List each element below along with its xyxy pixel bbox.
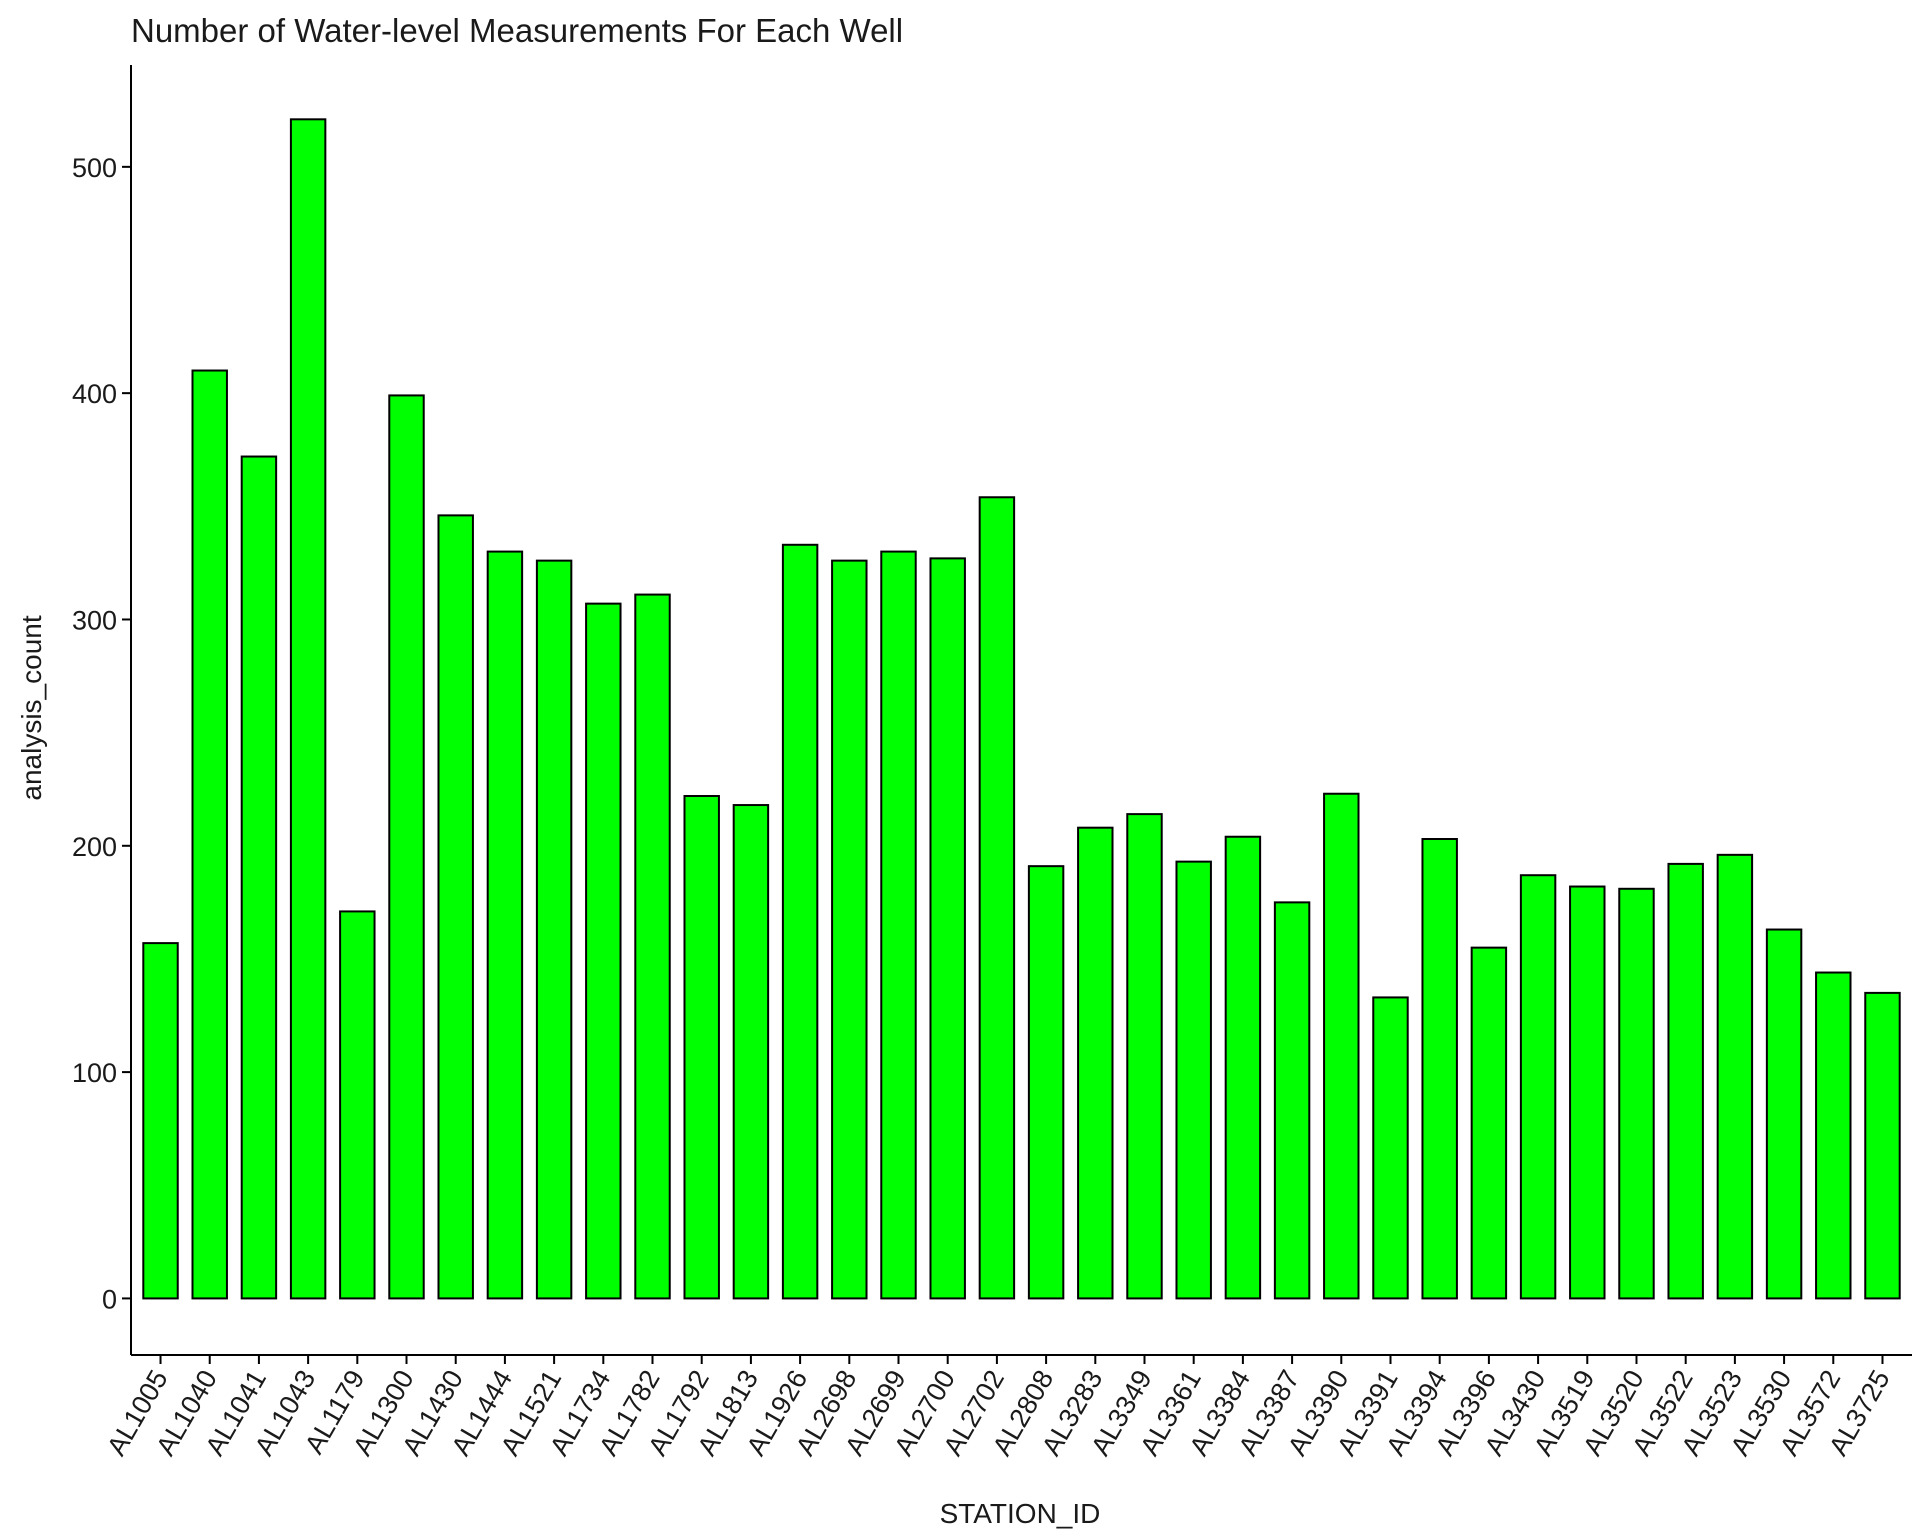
- bars-group: [142, 118, 1901, 1300]
- bar-al1444: [486, 550, 524, 1300]
- bar-al3396: [1470, 946, 1508, 1300]
- bar-al3725: [1864, 991, 1901, 1300]
- bar-al3384: [1224, 835, 1262, 1300]
- bar-al2699: [880, 550, 917, 1300]
- bar-al1782: [634, 593, 671, 1300]
- bar-al3519: [1569, 885, 1606, 1300]
- bar-al1521: [535, 559, 573, 1300]
- bar-al1005: [142, 942, 179, 1300]
- bar-al3391: [1372, 996, 1409, 1300]
- bar-al3387: [1273, 901, 1311, 1300]
- bar-al1300: [388, 394, 425, 1300]
- bar-al1734: [585, 602, 622, 1300]
- bar-al1041: [240, 455, 278, 1300]
- y-tick-label: 400: [72, 379, 117, 409]
- bar-al3349: [1126, 813, 1163, 1300]
- bar-al2700: [929, 557, 966, 1300]
- y-axis-label: analysis_count: [16, 615, 47, 800]
- bar-al3520: [1618, 887, 1655, 1300]
- bar-al2698: [831, 559, 868, 1300]
- y-tick-label: 0: [102, 1284, 117, 1314]
- bar-al3572: [1815, 971, 1852, 1300]
- bar-al2808: [1027, 865, 1065, 1300]
- bar-al3361: [1175, 860, 1212, 1300]
- bar-al1040: [191, 369, 228, 1300]
- x-axis-label: STATION_ID: [940, 1498, 1101, 1529]
- y-axis: 0 100 200 300 400 500: [72, 65, 132, 1355]
- y-tick-label: 100: [72, 1058, 117, 1088]
- bar-al3522: [1667, 862, 1704, 1300]
- bar-al1430: [437, 514, 474, 1300]
- bar-al1813: [732, 804, 770, 1300]
- x-axis: AL1005AL1040AL1041AL1043AL1179AL1300AL14…: [101, 1354, 1912, 1461]
- y-tick-label: 200: [72, 832, 117, 862]
- bar-al1926: [781, 543, 819, 1300]
- y-tick-label: 500: [72, 153, 117, 183]
- bar-al1179: [339, 910, 376, 1300]
- bar-al3530: [1765, 928, 1803, 1300]
- bar-al3390: [1323, 792, 1360, 1300]
- bar-al2702: [978, 496, 1016, 1300]
- bar-al3283: [1077, 826, 1114, 1300]
- bar-al3523: [1716, 853, 1754, 1300]
- y-tick-label: 300: [72, 605, 117, 635]
- bar-al3394: [1421, 838, 1458, 1300]
- bar-al3430: [1519, 874, 1557, 1300]
- bar-al1043: [289, 118, 327, 1300]
- chart-title: Number of Water-level Measurements For E…: [131, 12, 903, 49]
- bar-al1792: [683, 795, 720, 1300]
